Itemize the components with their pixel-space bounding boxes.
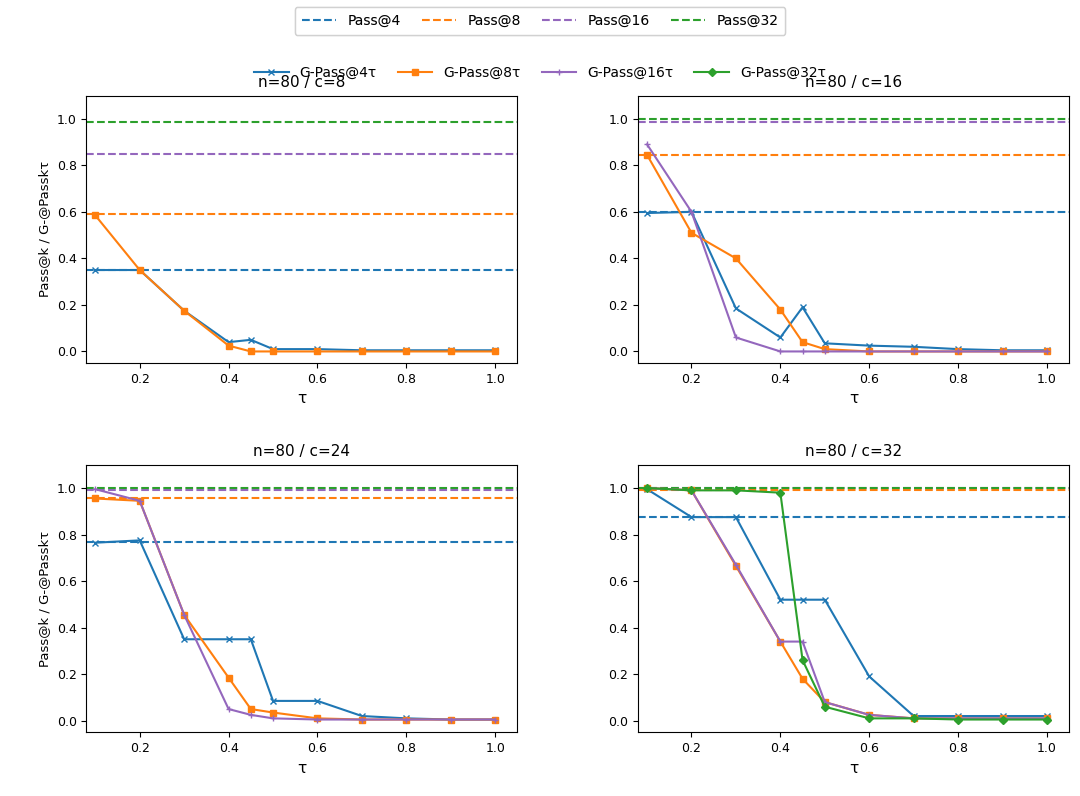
X-axis label: τ: τ — [297, 392, 307, 407]
Y-axis label: Pass@k / G-@Passkτ: Pass@k / G-@Passkτ — [38, 530, 51, 666]
X-axis label: τ: τ — [849, 761, 859, 775]
X-axis label: τ: τ — [297, 761, 307, 775]
Title: n=80 / c=8: n=80 / c=8 — [258, 75, 346, 90]
Title: n=80 / c=16: n=80 / c=16 — [805, 75, 902, 90]
X-axis label: τ: τ — [849, 392, 859, 407]
Legend: G-Pass@4τ, G-Pass@8τ, G-Pass@16τ, G-Pass@32τ: G-Pass@4τ, G-Pass@8τ, G-Pass@16τ, G-Pass… — [247, 59, 833, 87]
Title: n=80 / c=32: n=80 / c=32 — [805, 444, 902, 459]
Title: n=80 / c=24: n=80 / c=24 — [254, 444, 350, 459]
Legend: Pass@4, Pass@8, Pass@16, Pass@32: Pass@4, Pass@8, Pass@16, Pass@32 — [295, 7, 785, 35]
Y-axis label: Pass@k / G-@Passkτ: Pass@k / G-@Passkτ — [38, 162, 51, 298]
